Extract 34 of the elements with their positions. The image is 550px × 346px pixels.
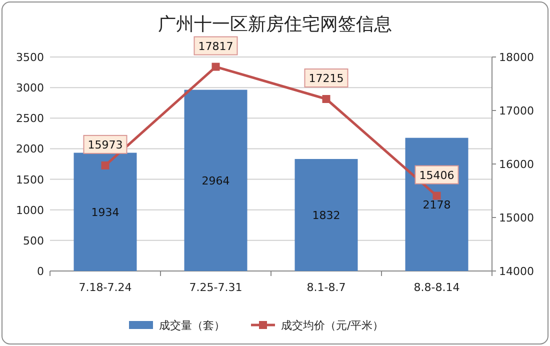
y2-tick-label: 15000	[499, 212, 534, 224]
data-label: 17817	[198, 40, 234, 53]
y-tick-label: 2000	[16, 142, 44, 156]
point	[432, 192, 441, 200]
data-label: 17215	[308, 72, 344, 85]
point	[322, 95, 330, 103]
y2-tick-label: 17000	[499, 104, 534, 118]
y2-tick-label: 18000	[499, 51, 534, 64]
point	[212, 62, 220, 71]
x-tick-label: 8.8-8.14	[414, 281, 460, 294]
data-label: 2178	[422, 198, 451, 212]
y-tick-label: 3000	[16, 82, 44, 95]
y-tick-label: 500	[23, 234, 44, 248]
point	[101, 161, 110, 170]
data-label: 1832	[312, 208, 340, 222]
y-tick-label: 1500	[16, 173, 44, 186]
x-tick-label: 8.1-8.7	[306, 281, 346, 294]
y2-tick-label: 14000	[499, 265, 534, 278]
x-tick-label: 7.25-7.31	[189, 281, 242, 294]
bar	[294, 158, 358, 271]
chart-title: 广州十一区新房住宅网签信息	[158, 14, 392, 35]
data-label: 2964	[202, 174, 230, 188]
y-tick-label: 0	[37, 265, 44, 278]
bar	[184, 90, 248, 271]
y2-tick-label: 16000	[499, 158, 534, 171]
y-tick-label: 1000	[16, 204, 44, 217]
x-tick-label: 7.18-7.24	[78, 281, 132, 294]
data-label: 1934	[91, 206, 120, 219]
legend-label: 成交均价（元/平米）	[281, 319, 384, 332]
y-tick-label: 3500	[16, 51, 44, 64]
data-label: 15973	[88, 138, 123, 152]
legend-label: 成交量（套）	[159, 319, 225, 332]
data-label: 15406	[419, 168, 454, 182]
y-tick-label: 2500	[16, 112, 44, 126]
